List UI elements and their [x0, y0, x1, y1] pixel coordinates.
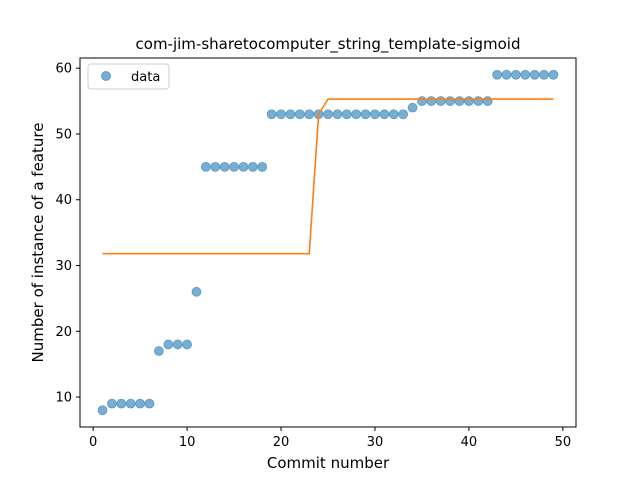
sigmoid-fit-line — [102, 98, 554, 255]
x-tick-label: 50 — [555, 435, 572, 450]
data-point — [107, 398, 117, 409]
data-point — [294, 109, 305, 120]
data-point — [323, 109, 333, 120]
x-tick-label: 10 — [179, 435, 196, 450]
data-point — [435, 96, 446, 106]
data-point — [426, 96, 437, 106]
plot-frame — [79, 57, 577, 428]
x-axis: 0 10 20 30 40 50 — [89, 427, 571, 450]
data-point — [351, 109, 362, 120]
y-tick-label: 10 — [55, 391, 72, 406]
data-point — [257, 161, 268, 172]
x-tick-label: 40 — [461, 435, 478, 450]
data-point — [210, 161, 221, 172]
legend-label-data: data — [131, 70, 160, 85]
data-point — [388, 109, 399, 120]
data-point — [529, 69, 540, 80]
data-point — [407, 102, 418, 113]
x-tick-label: 0 — [89, 435, 97, 450]
data-point — [379, 109, 390, 120]
data-point — [520, 69, 531, 80]
chart-title: com-jim-sharetocomputer_string_template-… — [136, 35, 521, 54]
data-point — [276, 109, 286, 120]
x-tick-label: 20 — [273, 435, 290, 450]
data-point — [172, 339, 183, 350]
data-point — [341, 109, 352, 120]
data-point — [247, 161, 258, 172]
data-point — [219, 161, 230, 172]
data-point — [510, 69, 521, 80]
data-point — [370, 109, 380, 120]
data-point — [539, 69, 549, 80]
data-point — [163, 339, 174, 350]
legend: data — [87, 63, 170, 90]
data-point — [266, 109, 277, 120]
x-axis-title: Commit number — [267, 454, 390, 472]
data-point — [154, 346, 164, 356]
data-point — [238, 161, 249, 172]
data-point — [482, 96, 493, 106]
data-point — [97, 405, 108, 416]
data-point — [492, 69, 502, 80]
data-point — [191, 286, 202, 297]
data-point — [473, 96, 484, 106]
data-point — [285, 109, 296, 120]
data-point — [125, 398, 136, 409]
plot-area — [79, 57, 577, 428]
y-tick-label: 50 — [55, 127, 72, 142]
data-point — [417, 96, 427, 106]
data-point — [548, 69, 559, 80]
data-point — [200, 161, 211, 172]
y-tick-label: 60 — [55, 62, 72, 77]
y-tick-label: 30 — [55, 259, 72, 274]
legend-marker-data — [101, 71, 111, 81]
y-tick-label: 20 — [55, 325, 72, 340]
data-point — [398, 109, 409, 120]
data-point — [182, 339, 192, 350]
data-point — [144, 398, 155, 409]
legend-box — [87, 63, 170, 90]
data-point — [501, 69, 512, 80]
data-point — [360, 109, 371, 120]
data-point — [445, 96, 456, 106]
data-point — [304, 109, 315, 120]
y-tick-label: 40 — [55, 193, 72, 208]
data-point — [464, 96, 474, 106]
y-axis: 10 20 30 40 50 60 — [55, 62, 80, 406]
data-point — [116, 398, 127, 409]
data-point — [454, 96, 465, 106]
y-axis-title: Number of instance of a feature — [29, 123, 47, 363]
x-tick-label: 30 — [367, 435, 384, 450]
data-point — [135, 398, 146, 409]
data-point — [229, 161, 239, 172]
data-point — [332, 109, 343, 120]
